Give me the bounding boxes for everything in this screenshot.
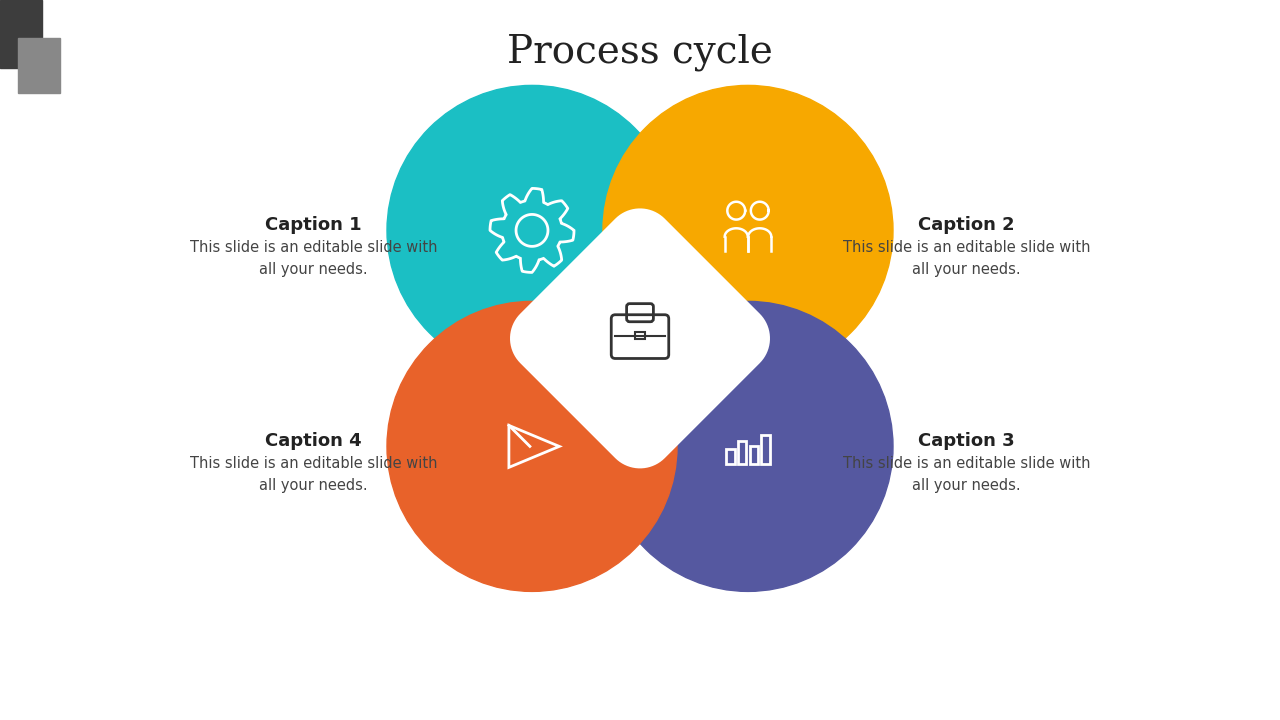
Circle shape [603,86,893,375]
Bar [0,0,42,68]
Bar [762,435,769,464]
Text: This slide is an editable slide with
all your needs.: This slide is an editable slide with all… [842,240,1091,277]
Text: Process cycle: Process cycle [507,33,773,71]
Text: This slide is an editable slide with
all your needs.: This slide is an editable slide with all… [189,240,438,277]
Bar [18,38,60,93]
Text: Caption 3: Caption 3 [918,432,1015,450]
Text: Caption 4: Caption 4 [265,432,362,450]
Text: This slide is an editable slide with
all your needs.: This slide is an editable slide with all… [189,456,438,493]
Circle shape [387,86,677,375]
Bar [726,449,735,464]
Text: Caption 2: Caption 2 [918,216,1015,234]
Bar [737,441,746,464]
Polygon shape [509,208,771,469]
Text: This slide is an editable slide with
all your needs.: This slide is an editable slide with all… [842,456,1091,493]
Circle shape [603,302,893,591]
Circle shape [387,302,677,591]
Bar [635,332,645,340]
Text: Caption 1: Caption 1 [265,216,362,234]
Polygon shape [509,426,530,446]
Bar [750,446,758,464]
